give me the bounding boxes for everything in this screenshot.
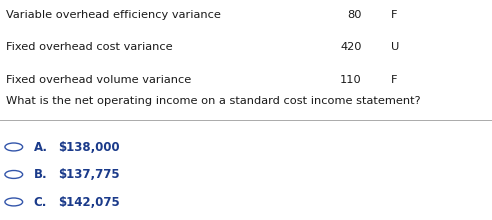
Text: U: U bbox=[391, 42, 400, 52]
Text: Variable overhead efficiency variance: Variable overhead efficiency variance bbox=[6, 10, 221, 20]
Text: $142,075: $142,075 bbox=[58, 196, 120, 209]
Text: B.: B. bbox=[33, 168, 47, 181]
Text: F: F bbox=[391, 10, 398, 20]
Text: 420: 420 bbox=[340, 42, 362, 52]
Text: $137,775: $137,775 bbox=[58, 168, 120, 181]
Text: Fixed overhead volume variance: Fixed overhead volume variance bbox=[6, 75, 191, 85]
Text: What is the net operating income on a standard cost income statement?: What is the net operating income on a st… bbox=[6, 96, 421, 106]
Text: F: F bbox=[391, 75, 398, 85]
Text: 80: 80 bbox=[347, 10, 362, 20]
Text: Fixed overhead cost variance: Fixed overhead cost variance bbox=[6, 42, 173, 52]
Text: A.: A. bbox=[33, 141, 47, 154]
Text: 110: 110 bbox=[340, 75, 362, 85]
Text: C.: C. bbox=[33, 196, 47, 209]
Text: $138,000: $138,000 bbox=[58, 141, 120, 154]
